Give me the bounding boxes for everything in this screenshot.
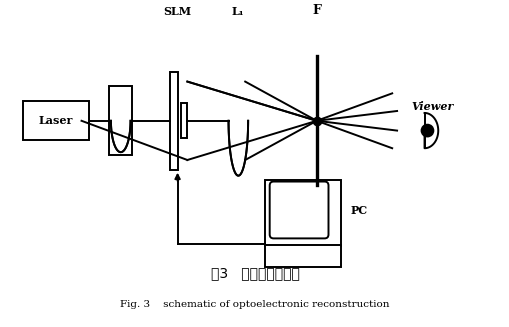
Bar (182, 103, 187, 138)
Bar (265, 180, 341, 246)
Bar (109, 86, 132, 155)
Text: L₁: L₁ (232, 6, 245, 17)
Text: Viewer: Viewer (412, 101, 454, 112)
Text: PC: PC (350, 205, 367, 216)
Text: F: F (313, 4, 321, 17)
Text: SLM: SLM (163, 6, 191, 17)
Text: Fig. 3    schematic of optoelectronic reconstruction: Fig. 3 schematic of optoelectronic recon… (120, 300, 390, 309)
Bar (23, 101, 90, 140)
Bar (265, 245, 341, 267)
Circle shape (421, 125, 433, 136)
Text: 图3   光电再现原理图: 图3 光电再现原理图 (211, 267, 299, 281)
Bar (169, 72, 178, 170)
FancyBboxPatch shape (270, 181, 328, 238)
Text: Laser: Laser (39, 115, 73, 126)
